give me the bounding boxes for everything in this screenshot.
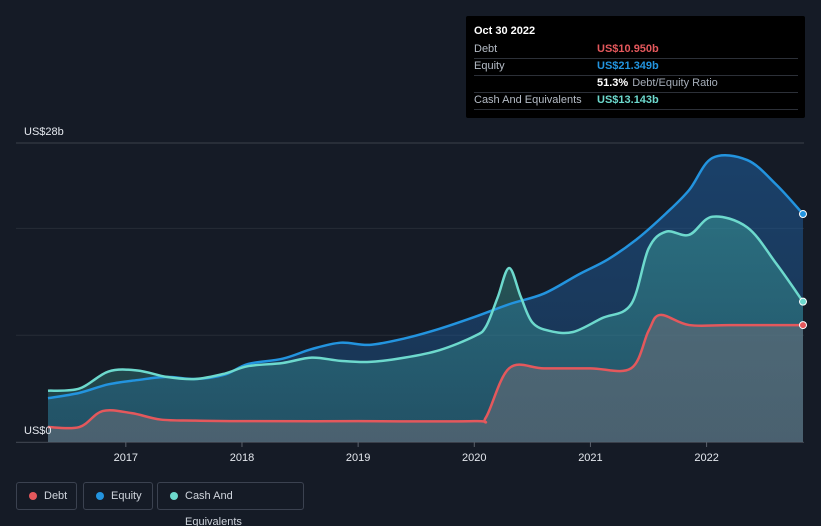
- tooltip-debt-value: US$10.950b: [597, 43, 659, 55]
- tooltip-row-debt: Debt US$10.950b: [474, 41, 798, 59]
- tooltip-debt-label: Debt: [474, 43, 498, 55]
- x-tick-label: 2018: [230, 452, 254, 464]
- legend-item-equity[interactable]: Equity: [83, 482, 153, 510]
- tooltip-equity-label: Equity: [474, 60, 505, 72]
- x-tick-label: 2021: [578, 452, 602, 464]
- y-axis-bottom-label: US$0: [24, 425, 52, 437]
- equity-legend-dot: [96, 492, 104, 500]
- legend-item-debt[interactable]: Debt: [16, 482, 77, 510]
- tooltip-ratio: 51.3% Debt/Equity Ratio: [597, 75, 718, 92]
- tooltip-row-ratio: 51.3% Debt/Equity Ratio: [474, 75, 798, 93]
- debt-area: [48, 314, 803, 442]
- legend-label-debt: Debt: [44, 490, 68, 502]
- cash-line: [47, 215, 805, 393]
- tooltip-row-cash: Cash And Equivalents US$13.143b: [474, 92, 798, 110]
- debt-line: [47, 313, 803, 430]
- tooltip-cash-value: US$13.143b: [597, 94, 659, 106]
- legend-label-equity: Equity: [111, 490, 142, 502]
- tooltip-ratio-label: Debt/Equity Ratio: [632, 77, 718, 89]
- x-tick-label: 2022: [694, 452, 718, 464]
- y-axis-top-label: US$28b: [24, 126, 64, 138]
- x-tick-label: 2020: [462, 452, 486, 464]
- equity-end-marker: [799, 210, 807, 219]
- cash-end-marker: [799, 297, 807, 306]
- x-tick-label: 2019: [346, 452, 370, 464]
- tooltip-ratio-value: 51.3%: [597, 77, 629, 89]
- tooltip-equity-value: US$21.349b: [597, 60, 659, 72]
- cash-legend-dot: [170, 492, 178, 500]
- tooltip-row-equity: Equity US$21.349b: [474, 58, 798, 76]
- x-tick-label: 2017: [114, 452, 138, 464]
- tooltip-date: Oct 30 2022: [474, 25, 536, 37]
- tooltip-cash-label: Cash And Equivalents: [474, 94, 582, 106]
- debt-end-marker: [799, 321, 807, 330]
- data-tooltip: Oct 30 2022 Debt US$10.950b Equity US$21…: [466, 16, 805, 118]
- legend-label-cash: Cash And Equivalents: [185, 490, 242, 526]
- debt-legend-dot: [29, 492, 37, 500]
- legend-item-cash[interactable]: Cash And Equivalents: [157, 482, 304, 526]
